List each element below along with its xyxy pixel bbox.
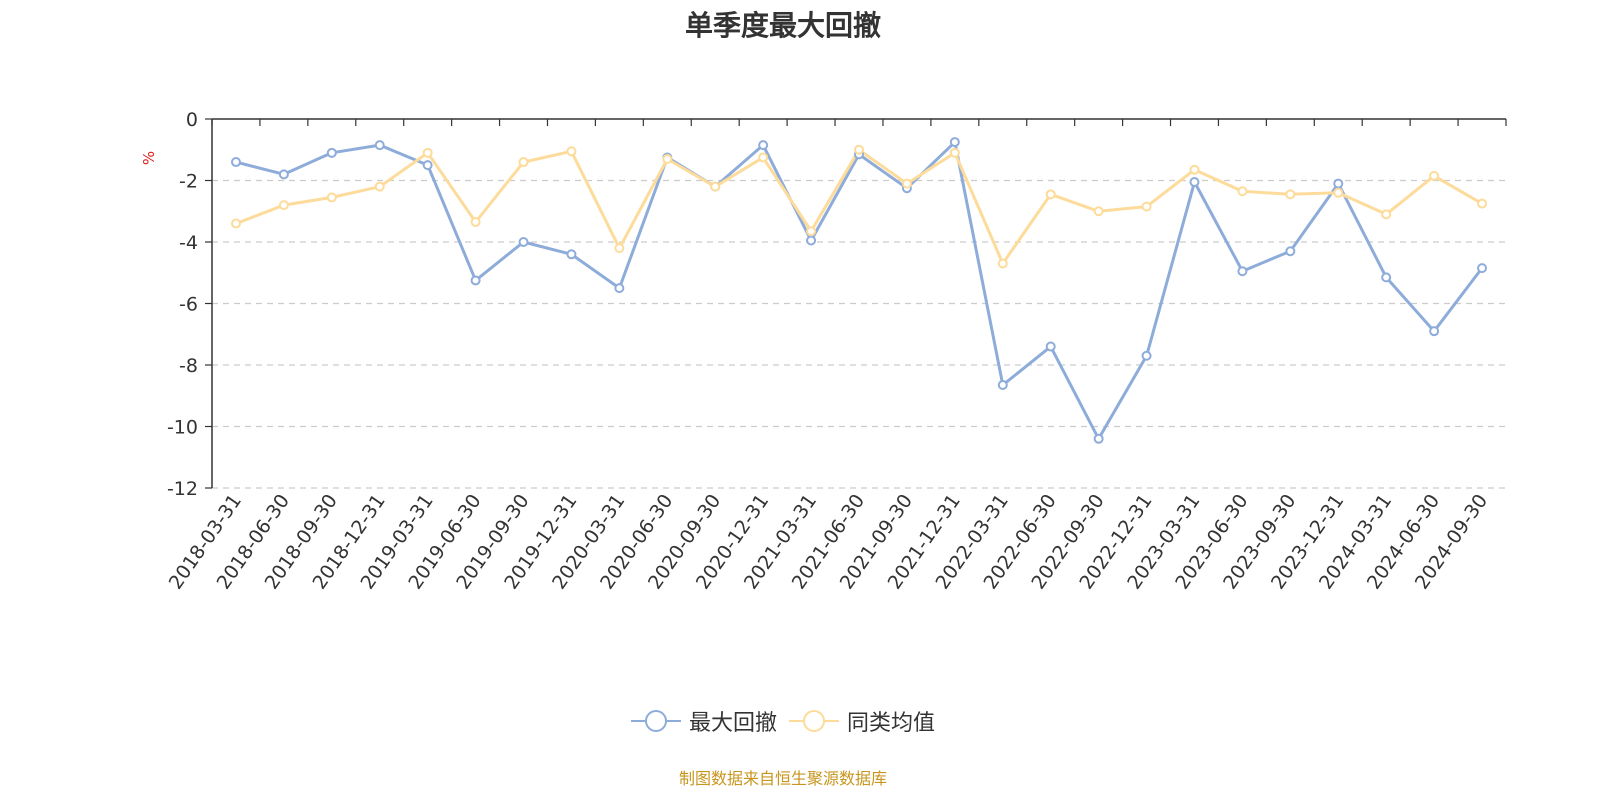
data-point [470,217,481,228]
y-tick-label: -10 [167,417,198,439]
tick-labels: 0-2-4-6-8-10-122018-03-312018-06-302018-… [140,109,1492,593]
data-point [997,258,1008,269]
data-point [422,147,433,158]
data-point [422,160,433,171]
data-point [374,181,385,192]
data-point [230,157,241,168]
grid-lines [212,179,1506,489]
data-point [518,157,529,168]
source-note: 制图数据来自恒生聚源数据库 [678,769,887,788]
data-point [1333,187,1344,198]
y-tick-label: -8 [179,355,198,377]
y-tick-label: -4 [179,232,198,254]
data-point [278,169,289,180]
data-point [710,181,721,192]
data-point [806,235,817,246]
data-point [1237,186,1248,197]
data-point [1381,209,1392,220]
data-point [1285,246,1296,257]
data-point [854,144,864,155]
data-point [758,140,769,151]
data-point [901,178,912,189]
data-point [1333,178,1344,189]
legend-line-circle-icon [789,710,839,732]
data-point [614,283,625,294]
chart-title: 单季度最大回撤 [684,9,881,42]
axes [205,118,1507,489]
data-point [1285,189,1296,200]
data-point [470,275,481,286]
legend-item[interactable]: 同类均值 [789,705,935,737]
data-point [1189,164,1200,175]
data-point [278,200,289,211]
data-point [1381,272,1392,283]
data-point [566,146,577,157]
y-tick-label: 0 [186,109,198,131]
data-point [949,147,960,158]
data-point [1045,341,1056,352]
series-line [235,140,1484,441]
data-point [518,237,529,247]
data-point [1093,433,1104,444]
data-point [326,147,337,158]
series-lines [230,137,1488,444]
data-point [1429,170,1440,181]
y-tick-label: -6 [179,294,198,316]
data-point [1429,326,1440,337]
y-tick-label: -12 [167,478,198,500]
y-tick-label: -2 [179,171,198,193]
data-point [758,152,769,163]
y-axis-label: % [140,151,158,165]
data-point [662,153,673,164]
legend-item[interactable]: 最大回撤 [630,705,777,737]
legend-label: 最大回撤 [688,711,777,736]
legend: 最大回撤 同类均值 [0,705,1566,740]
data-point [230,218,241,229]
data-point [1093,206,1104,217]
data-point [949,137,960,148]
data-point [374,140,385,151]
data-point [614,243,625,254]
data-point [1189,177,1200,188]
data-point [997,379,1008,390]
data-point [1477,263,1488,274]
data-point [1237,266,1248,277]
legend-label: 同类均值 [847,711,936,736]
data-point [1141,201,1152,212]
data-point [1141,350,1152,361]
data-point [806,226,817,237]
data-point [1045,189,1056,200]
data-point [1477,198,1488,209]
data-point [326,192,337,203]
data-point [566,249,577,260]
legend-line-circle-icon [630,710,681,732]
